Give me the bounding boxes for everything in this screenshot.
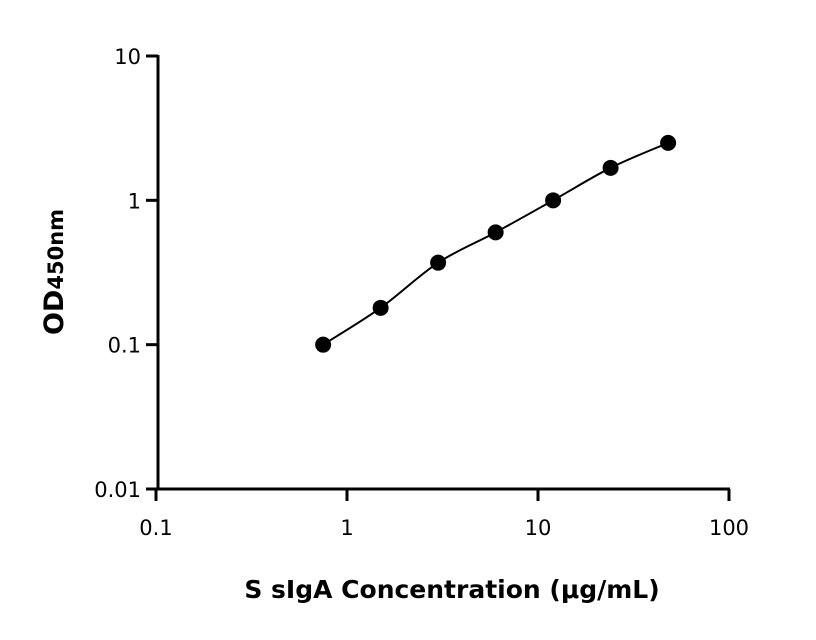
y-axis-label-sub: 450nm <box>44 209 68 290</box>
x-tick-label: 0.1 <box>139 516 172 540</box>
data-point <box>372 299 389 316</box>
y-tick-label: 1 <box>128 189 141 213</box>
y-axis-label-main: OD <box>39 290 70 335</box>
data-point <box>602 159 619 176</box>
x-axis-label: S sIgA Concentration (μg/mL) <box>244 575 659 604</box>
x-tick-label: 10 <box>525 516 552 540</box>
y-axis-label: OD450nm <box>39 209 70 335</box>
y-tick-label: 10 <box>114 45 141 69</box>
x-tick-label: 1 <box>340 516 353 540</box>
y-tick-label: 0.1 <box>108 334 141 358</box>
data-points <box>315 134 677 353</box>
x-tick-label: 100 <box>709 516 749 540</box>
data-point <box>545 192 562 209</box>
data-point <box>315 336 332 353</box>
data-point <box>660 134 677 151</box>
y-tick-label: 0.01 <box>94 478 141 502</box>
axes: 0.01 0.1 1 10 0.1 1 10 100 <box>94 45 749 540</box>
data-point <box>487 224 504 241</box>
data-point <box>430 254 447 271</box>
